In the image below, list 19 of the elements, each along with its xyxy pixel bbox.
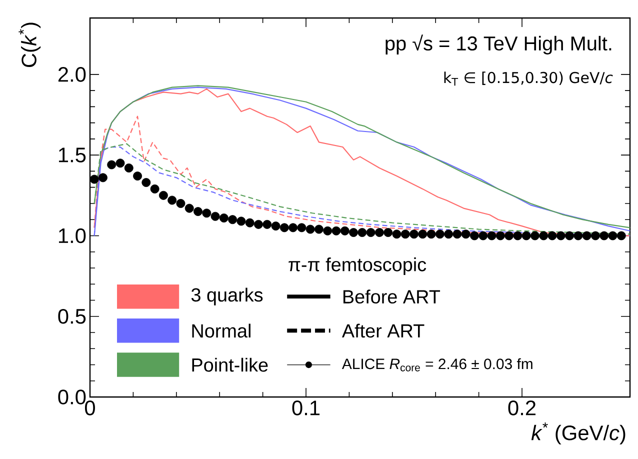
y-tick-label: 1.0 [58,228,86,244]
y-tick-label: 2.0 [58,67,86,82]
x-axis-title: k$^{*}$ (GeV/c) [531,422,626,444]
annotation: After ART [342,324,424,338]
y-axis-title: C(k$^{*}$) [18,22,41,68]
x-tick-label: 0 [84,400,95,416]
x-tick-label: 0.1 [292,400,320,416]
annotation: Before ART [343,290,440,304]
legend-label: Normal [192,324,250,338]
x-tick-label: 0.2 [508,400,536,416]
legend-label: ALICE R$_{core}$ = 2.46 ± 0.03 fm [342,358,532,372]
y-tick-label: 0.5 [58,308,86,324]
annotation: pp √s = 13 TeV High Mult. [386,34,612,54]
legend-title: π-π femtoscopic [288,257,426,276]
annotation: k$_{T}$ ∈ [0.15,0.30) GeV/c [444,72,613,86]
legend-label: 3 quarks [191,288,263,306]
y-tick-label: 0.0 [58,390,86,404]
y-tick-label: 1.5 [58,148,86,162]
legend-label: Point-like [192,358,268,372]
